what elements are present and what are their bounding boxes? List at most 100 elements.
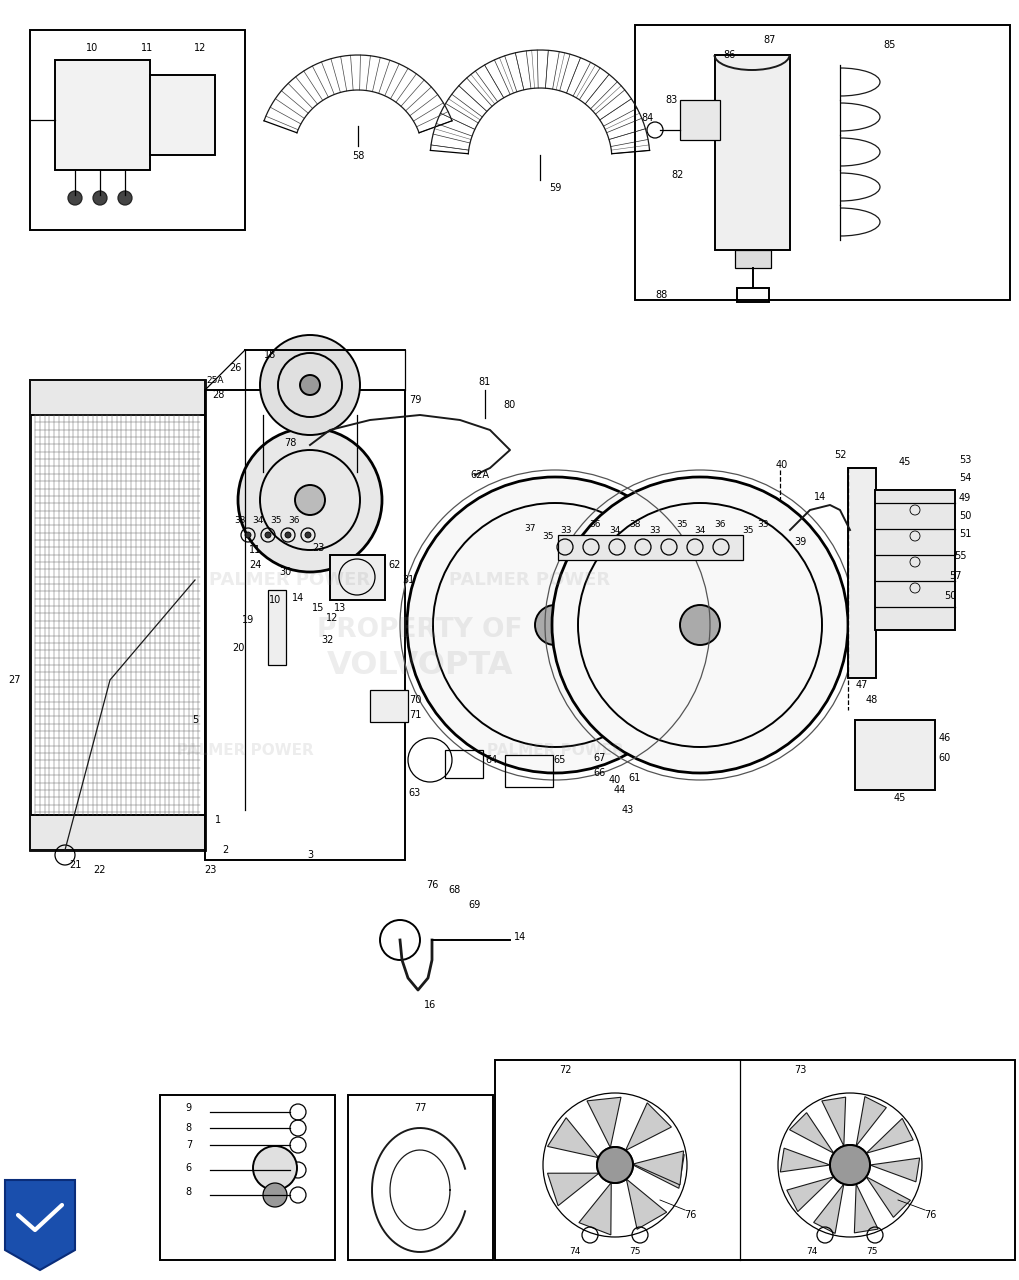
Text: 49: 49 — [958, 493, 970, 503]
Bar — [30, 380, 205, 850]
Text: 60: 60 — [937, 753, 950, 763]
Text: 33: 33 — [559, 526, 572, 535]
Text: 23: 23 — [204, 865, 216, 876]
Text: 14: 14 — [291, 593, 304, 603]
Text: PALMER POWER: PALMER POWER — [449, 571, 610, 589]
Polygon shape — [579, 1183, 610, 1235]
Text: 43: 43 — [622, 805, 634, 815]
Text: 73: 73 — [793, 1065, 805, 1075]
Text: 33: 33 — [649, 526, 660, 535]
Text: 71: 71 — [409, 710, 421, 719]
Bar — [347, 1094, 492, 1260]
Polygon shape — [633, 1151, 683, 1185]
Text: 11: 11 — [249, 545, 261, 556]
Circle shape — [253, 1146, 297, 1190]
Circle shape — [596, 1147, 633, 1183]
Text: 21: 21 — [68, 860, 82, 870]
Circle shape — [840, 1155, 859, 1175]
Text: 74: 74 — [806, 1248, 817, 1257]
Text: 13: 13 — [333, 603, 345, 613]
Text: 3: 3 — [307, 850, 313, 860]
Bar — [494, 1060, 1014, 1260]
Text: 69: 69 — [469, 900, 481, 910]
Text: 1: 1 — [215, 815, 221, 826]
Text: 47: 47 — [855, 680, 867, 690]
Text: 14: 14 — [514, 932, 526, 942]
Text: 12: 12 — [194, 44, 206, 52]
Text: 67: 67 — [593, 753, 605, 763]
Text: 75: 75 — [865, 1248, 877, 1257]
Text: 12: 12 — [325, 613, 338, 623]
Bar — [30, 29, 245, 230]
Circle shape — [829, 1146, 869, 1185]
Text: 74: 74 — [569, 1248, 580, 1257]
Circle shape — [596, 1147, 633, 1183]
Bar — [30, 815, 205, 850]
Text: 40: 40 — [608, 774, 621, 785]
Bar — [30, 380, 205, 850]
Text: 76: 76 — [425, 881, 438, 890]
Text: 35: 35 — [542, 531, 553, 540]
Bar — [847, 468, 875, 678]
Bar — [55, 60, 150, 170]
Text: 8: 8 — [185, 1123, 192, 1133]
Text: 30: 30 — [278, 567, 290, 577]
Text: 50: 50 — [943, 591, 955, 602]
Text: 27: 27 — [9, 675, 21, 685]
Text: 19: 19 — [242, 614, 254, 625]
Text: 10: 10 — [269, 595, 281, 605]
Text: 54: 54 — [958, 474, 970, 483]
Circle shape — [118, 191, 131, 205]
Bar — [854, 719, 934, 790]
Text: 82: 82 — [672, 170, 684, 180]
Text: 87: 87 — [763, 35, 775, 45]
Text: 10: 10 — [86, 44, 98, 52]
Polygon shape — [633, 1155, 684, 1188]
Text: 9: 9 — [185, 1103, 192, 1114]
Circle shape — [265, 532, 271, 538]
Text: 50: 50 — [958, 511, 970, 521]
Text: 66: 66 — [593, 768, 605, 778]
Text: 36: 36 — [713, 520, 726, 529]
Bar — [370, 690, 408, 722]
Text: 44: 44 — [613, 785, 626, 795]
Text: 76: 76 — [923, 1210, 935, 1220]
Polygon shape — [547, 1174, 598, 1206]
Text: 28: 28 — [212, 390, 224, 401]
Text: 14: 14 — [813, 492, 825, 502]
Bar — [205, 390, 405, 860]
Circle shape — [535, 605, 575, 645]
Text: 20: 20 — [231, 643, 244, 653]
Polygon shape — [855, 1097, 886, 1146]
Text: 70: 70 — [409, 695, 421, 705]
Polygon shape — [789, 1112, 833, 1153]
Polygon shape — [821, 1097, 845, 1146]
Text: 79: 79 — [409, 396, 421, 404]
Bar — [268, 590, 285, 666]
Text: PROPERTY OF: PROPERTY OF — [317, 617, 523, 643]
Text: 8: 8 — [185, 1187, 192, 1197]
Circle shape — [300, 375, 320, 396]
Circle shape — [294, 485, 325, 515]
Text: 62A: 62A — [470, 470, 489, 480]
Circle shape — [237, 428, 382, 572]
Text: 48: 48 — [865, 695, 877, 705]
Bar — [735, 250, 770, 268]
Text: 51: 51 — [958, 529, 970, 539]
Bar — [557, 535, 742, 561]
Text: 45: 45 — [898, 457, 910, 467]
Circle shape — [604, 1155, 625, 1175]
Bar — [737, 288, 768, 302]
Text: PALMER POWER: PALMER POWER — [176, 742, 313, 758]
Circle shape — [407, 477, 702, 773]
Text: 61: 61 — [629, 773, 641, 783]
Polygon shape — [813, 1184, 843, 1234]
Circle shape — [646, 122, 662, 138]
Text: 33: 33 — [234, 516, 246, 525]
Circle shape — [260, 335, 360, 435]
Polygon shape — [626, 1179, 666, 1229]
Bar — [444, 750, 483, 778]
Bar — [874, 490, 954, 630]
Circle shape — [245, 532, 251, 538]
Text: 85: 85 — [882, 40, 896, 50]
